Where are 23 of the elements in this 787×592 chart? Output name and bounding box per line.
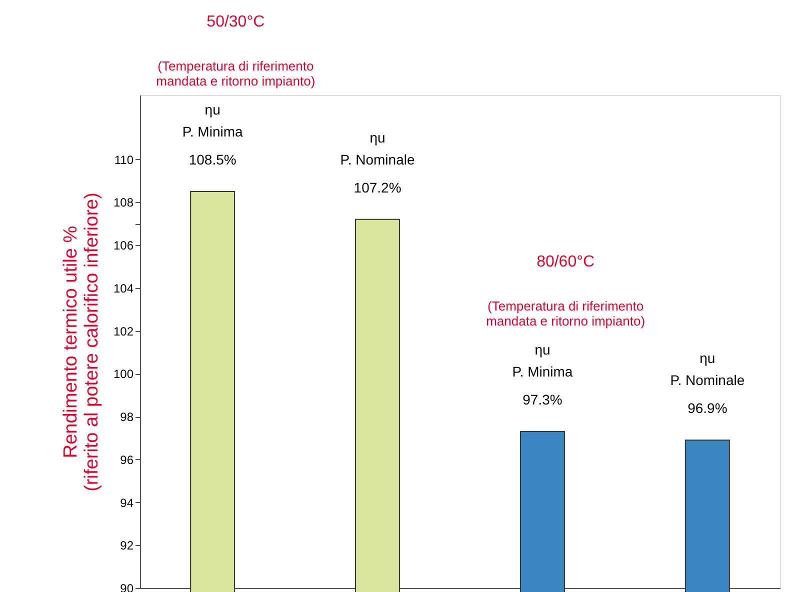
y-tick-label: 102 <box>113 324 134 338</box>
y-tick-label: 108 <box>113 196 134 210</box>
y-tick-label: 92 <box>120 538 134 553</box>
text: 50/30°C <box>206 13 265 30</box>
data-label: 107.2% <box>354 179 402 196</box>
y-tick-label: 94 <box>120 496 134 510</box>
y-tick-label: 104 <box>113 281 134 296</box>
y-tick-label: 110 <box>114 152 134 167</box>
category-label: ηu P. Nominale <box>340 129 415 168</box>
annotation: 80/60°C <box>536 254 595 271</box>
y-tick-label: 106 <box>113 238 134 253</box>
y-tick-label: 100 <box>113 367 134 382</box>
category-label: ηu P. Minima <box>182 101 243 140</box>
data-label: 97.3% <box>522 392 562 408</box>
annotation: (Temperatura di riferimento mandata e ritorno impianto) <box>486 298 646 329</box>
y-tick-label: 96 <box>120 452 134 467</box>
data-label: 96.9% <box>688 400 728 416</box>
category-label: ηu P. Nominale <box>670 350 745 388</box>
data-label: 108.5% <box>188 151 236 168</box>
text: (Temperatura di riferimento mandata e ritorno impianto) <box>156 58 316 88</box>
category-label: ηu P. Minima <box>512 342 573 380</box>
y-tick-label: 98 <box>120 410 134 424</box>
y-axis-title: Rendimento termico utile % (riferito al potere calorifico inferiore) <box>60 192 102 492</box>
